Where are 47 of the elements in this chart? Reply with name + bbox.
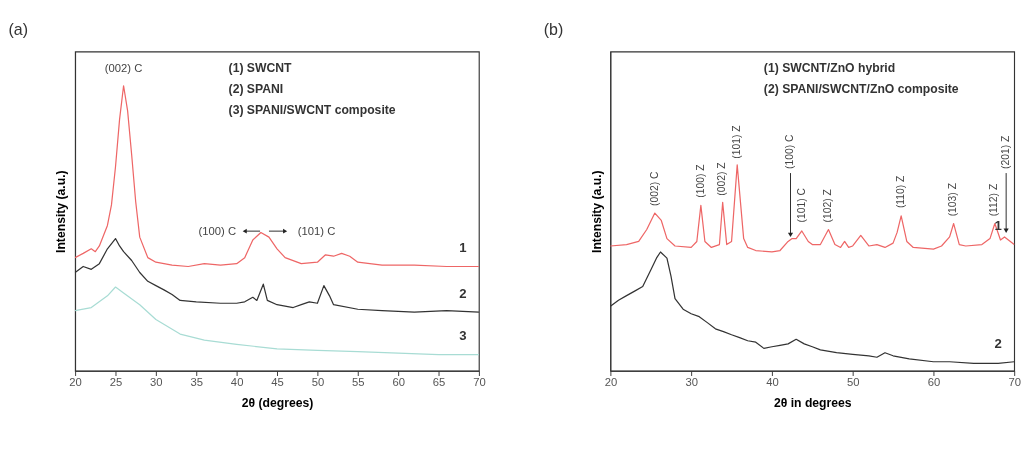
y-axis-title: Intensity (a.u.)	[589, 170, 604, 253]
series-label: 1	[459, 240, 467, 256]
annotation: (002) Z	[716, 162, 728, 196]
annotation: (201) Z	[999, 135, 1011, 169]
chart-title: (a)	[8, 20, 28, 38]
x-tick-label: 40	[230, 376, 244, 389]
annotation: (103) Z	[947, 183, 959, 217]
annotation: (3) SPANI/SWCNT composite	[228, 102, 396, 117]
annotation: (101) C	[297, 224, 336, 237]
annotation: (100) C	[198, 224, 237, 237]
chart-title: (b)	[543, 20, 564, 38]
series-label: 1	[994, 218, 1002, 234]
x-tick-label: 50	[846, 376, 860, 389]
x-tick-label: 20	[69, 376, 82, 389]
x-tick-label: 50	[311, 376, 325, 389]
x-axis-title: 2θ (degrees)	[241, 395, 314, 410]
annotation: (101) C	[796, 187, 808, 223]
text: (101) Z	[731, 125, 743, 159]
text: (2) SPANI/SWCNT/ZnO composite	[763, 81, 959, 96]
x-tick-label: 70	[473, 376, 486, 389]
annotation: (102) Z	[822, 189, 834, 223]
x-tick-label: 20	[604, 376, 618, 389]
text: (002) C	[104, 62, 143, 75]
x-tick-label: 25	[109, 376, 123, 389]
annotation: (2) SPANI	[228, 81, 284, 96]
annotation: (110) Z	[894, 175, 906, 209]
x-tick-label: 60	[927, 376, 941, 389]
x-tick-label: 45	[271, 376, 284, 389]
annotation: (112) Z	[987, 183, 999, 217]
annotation: (100) C	[784, 133, 796, 169]
x-tick-label: 60	[392, 376, 405, 389]
x-tick-label: 30	[685, 376, 698, 389]
text: (1) SWCNT	[228, 61, 293, 76]
y-axis-title: Intensity (a.u.)	[54, 170, 69, 253]
annotation: (100) Z	[694, 164, 706, 198]
x-tick-label: 65	[432, 376, 446, 389]
series-label: 3	[459, 328, 467, 344]
x-tick-label: 30	[150, 376, 163, 389]
series-label: 2	[994, 335, 1002, 351]
x-tick-label: 70	[1008, 376, 1021, 389]
annotation: (002) C	[648, 171, 660, 207]
series-label: 2	[459, 286, 467, 302]
x-tick-label: 40	[766, 376, 779, 389]
text: (1) SWCNT/ZnO hybrid	[763, 61, 896, 76]
x-tick-label: 35	[190, 376, 203, 389]
x-axis-title: 2θ in degrees	[773, 395, 852, 410]
x-tick-label: 55	[352, 376, 365, 389]
